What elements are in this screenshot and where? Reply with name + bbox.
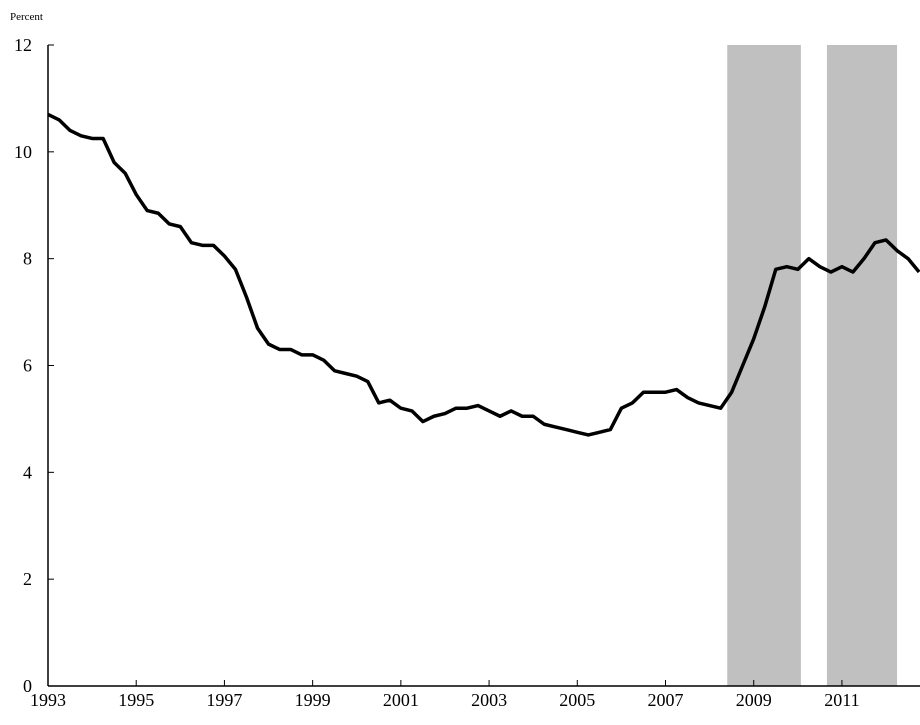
x-tick-label: 2005 [559, 690, 595, 710]
x-tick-label: 1995 [118, 690, 154, 710]
recession-shade [727, 45, 801, 686]
y-tick-label: 0 [23, 676, 32, 696]
x-tick-label: 1993 [30, 690, 66, 710]
recession-shade [826, 45, 898, 686]
y-tick-label: 10 [14, 142, 32, 162]
y-tick-label: 2 [23, 569, 32, 589]
y-tick-label: 12 [14, 35, 32, 55]
y-tick-label: 4 [23, 462, 32, 482]
y-axis-label: Percent [10, 11, 43, 23]
x-tick-label: 1997 [206, 690, 242, 710]
x-tick-label: 2003 [471, 690, 507, 710]
y-tick-label: 6 [23, 356, 32, 376]
y-tick-label: 8 [23, 249, 32, 269]
x-tick-label: 2001 [383, 690, 419, 710]
x-tick-label: 2009 [736, 690, 772, 710]
x-tick-label: 2011 [824, 690, 859, 710]
x-tick-label: 2007 [648, 690, 684, 710]
data-line [47, 112, 920, 437]
x-tick-label: 1999 [295, 690, 331, 710]
